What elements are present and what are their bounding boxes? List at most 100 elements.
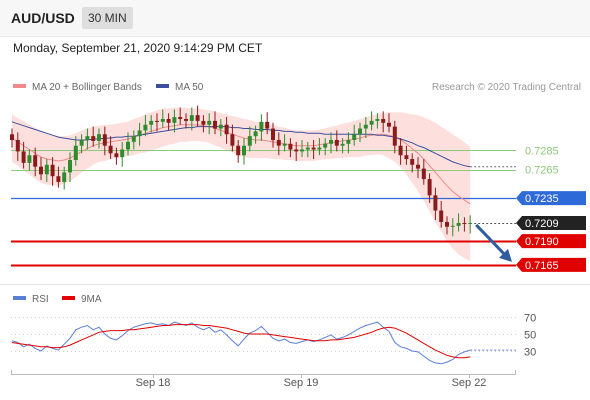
level-tag-pivot: [516, 191, 586, 206]
forecast-arrow-head: [499, 248, 512, 262]
candle-body: [381, 118, 386, 123]
candle-body: [143, 124, 148, 131]
candle-body: [288, 143, 293, 150]
candle-body: [346, 139, 351, 144]
candle-body: [294, 149, 299, 152]
candle-body: [178, 117, 183, 119]
candle-body: [265, 121, 270, 129]
candle-body: [363, 124, 368, 129]
candle-body: [421, 168, 426, 180]
rsi-legend-swatch: [13, 296, 26, 300]
rsi-legend-label: RSI: [32, 294, 49, 305]
candle-body: [39, 166, 43, 175]
candle-body: [450, 225, 455, 227]
candle-body: [44, 164, 49, 175]
candle-body: [247, 136, 252, 146]
candle-body: [329, 139, 333, 144]
candle-body: [189, 115, 194, 121]
level-tag-support: [516, 257, 586, 272]
candle-body: [387, 122, 391, 127]
candle-body: [462, 222, 467, 224]
candle-body: [253, 131, 258, 137]
candle-body: [207, 120, 212, 125]
candle-body: [433, 195, 438, 211]
candle-body: [166, 118, 171, 123]
candle-body: [392, 126, 397, 146]
ma50-legend-label: MA 50: [175, 82, 204, 93]
rsi-line: [11, 321, 471, 365]
candle-body: [317, 147, 322, 150]
candle-body: [56, 176, 61, 182]
candle-body: [85, 136, 90, 140]
candle-body: [218, 124, 223, 129]
candle-body: [213, 120, 217, 129]
level-tag-label: 0.7265: [525, 165, 559, 177]
candle-body: [236, 145, 241, 156]
candle-body: [21, 151, 26, 163]
level-tag-label: 0.7209: [525, 218, 559, 230]
top-bar: AUD/USD 30 MIN: [0, 0, 590, 37]
candle-body: [155, 120, 159, 122]
candle-body: [79, 139, 84, 146]
rsi-tick-label: 70: [524, 313, 536, 325]
candle-body: [410, 159, 415, 165]
candle-body: [456, 222, 461, 226]
ma50-legend-swatch: [156, 84, 169, 88]
candle-body: [445, 222, 449, 227]
candle-body: [62, 172, 67, 182]
candle-body: [439, 210, 444, 222]
candle-body: [108, 145, 113, 154]
candle-body: [68, 160, 72, 173]
level-tag-current: [516, 215, 586, 230]
candle-body: [114, 153, 119, 158]
candle-body: [282, 143, 287, 146]
candle-body: [149, 120, 154, 125]
candle-body: [120, 149, 125, 158]
candle-body: [259, 121, 264, 132]
x-tick-label: Sep 22: [452, 377, 487, 389]
rsi-plot: 70 50 30: [11, 313, 536, 365]
rsi-tick-label: 30: [524, 347, 536, 359]
candle-body: [340, 143, 345, 146]
candle-body: [97, 134, 101, 141]
attribution-text: Research © 2020 Trading Central: [432, 82, 581, 93]
x-axis-ticks: Sep 18 Sep 19 Sep 22: [136, 374, 487, 389]
candle-body: [131, 136, 136, 142]
candle-body: [10, 134, 14, 140]
candle-body: [91, 136, 96, 141]
rsi-ma-legend-label: 9MA: [81, 294, 102, 305]
candle-body: [305, 147, 310, 150]
x-tick-label: Sep 19: [284, 377, 319, 389]
candle-body: [300, 149, 304, 152]
candle-body: [102, 134, 107, 146]
x-tick-label: Sep 18: [136, 377, 171, 389]
ma20-legend-swatch: [13, 84, 26, 88]
price-plot: 0.7285 0.7265 0.7235 0.7209 0.7190 0.7165: [10, 105, 586, 272]
candle-body: [358, 128, 362, 135]
candle-body: [230, 134, 235, 146]
candle-body: [184, 118, 188, 121]
candle-body: [276, 139, 281, 146]
candle-body: [137, 130, 142, 137]
candle-body: [126, 141, 130, 150]
candle-body: [15, 139, 20, 152]
candle-body: [160, 118, 165, 122]
timeframe-button[interactable]: 30 MIN: [82, 7, 133, 29]
candle-body: [50, 164, 55, 177]
candle-body: [369, 120, 374, 125]
level-tag-label: 0.7165: [525, 260, 559, 272]
bollinger-band: [12, 107, 471, 262]
candle-body: [73, 145, 78, 160]
candle-body: [201, 120, 206, 125]
chart-datetime: Monday, September 21, 2020 9:14:29 PM CE…: [13, 41, 263, 55]
candle-body: [311, 147, 316, 150]
symbol-title: AUD/USD: [11, 10, 75, 26]
candle-body: [242, 145, 246, 156]
candle-body: [352, 134, 357, 140]
candle-body: [468, 222, 473, 224]
level-tag-label: 0.7235: [525, 193, 559, 205]
ma20-legend-label: MA 20 + Bollinger Bands: [32, 82, 142, 93]
level-tag-support: [516, 234, 586, 249]
candle-body: [33, 155, 38, 167]
